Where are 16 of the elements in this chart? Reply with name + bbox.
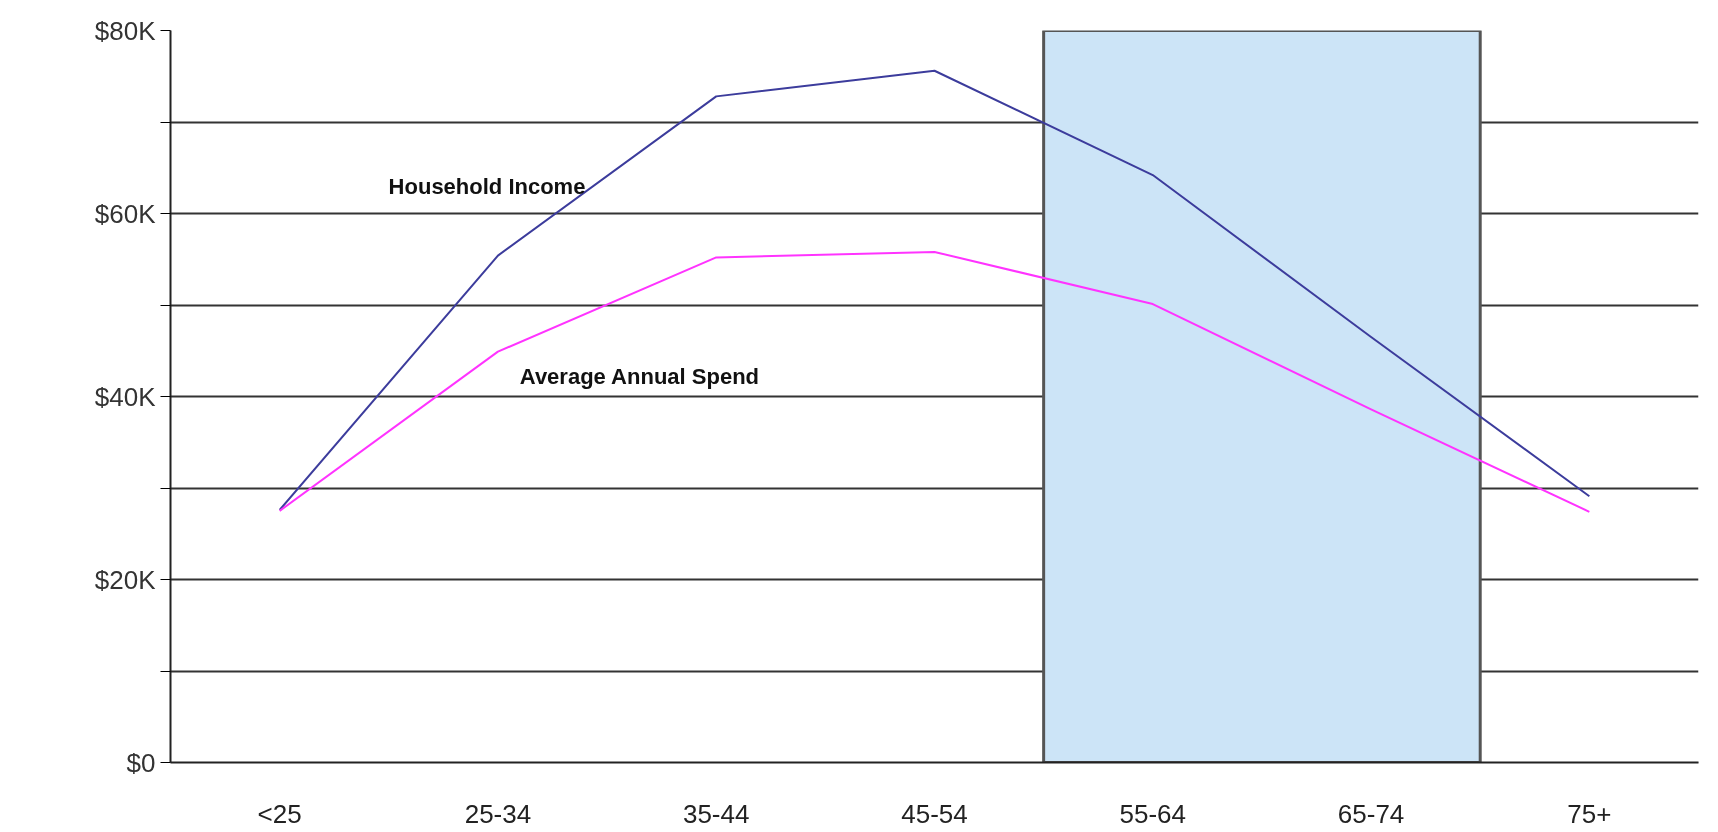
y-tick-label: $80K xyxy=(94,15,157,46)
y-tick-label: $0 xyxy=(126,747,156,778)
line-series xyxy=(278,69,1591,511)
x-tick-label: 35-44 xyxy=(682,798,750,829)
y-tick-label: $60K xyxy=(94,198,157,229)
series-label: Average Annual Spend xyxy=(519,363,760,389)
y-tick-label: $20K xyxy=(94,564,157,595)
line-series xyxy=(278,250,1591,513)
x-tick-label: 65-74 xyxy=(1337,798,1405,829)
series-label: Household Income xyxy=(388,173,586,199)
x-tick-label: 75+ xyxy=(1567,798,1612,829)
x-tick-label: <25 xyxy=(257,798,302,829)
x-tick-label: 55-64 xyxy=(1119,798,1187,829)
x-tick-label: 45-54 xyxy=(901,798,968,829)
y-tick-label: $40K xyxy=(94,381,157,412)
x-tick-label: 25-34 xyxy=(464,798,532,829)
